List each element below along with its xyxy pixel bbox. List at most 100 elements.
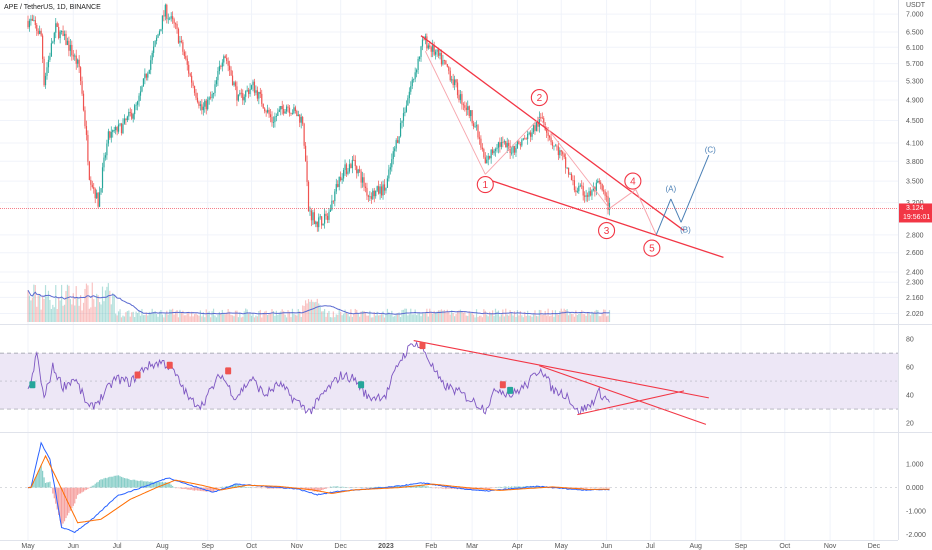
volume-bar [150, 312, 152, 322]
volume-bar [207, 312, 209, 322]
macd-histogram-bar [445, 487, 447, 490]
candle-body [455, 79, 457, 83]
macd-histogram-bar [71, 487, 73, 509]
macd-histogram-bar [363, 487, 365, 489]
macd-histogram-bar [183, 487, 185, 489]
volume-bar [223, 313, 225, 322]
volume-bar [521, 315, 523, 322]
candle-body [297, 114, 299, 117]
candle-body [506, 142, 508, 148]
volume-bar [312, 301, 314, 322]
macd-histogram-bar [142, 481, 145, 488]
macd-histogram-bar [585, 487, 587, 489]
candle-body [493, 150, 495, 154]
candle-body [322, 223, 324, 226]
volume-bar [592, 312, 595, 322]
macd-histogram-bar [107, 477, 109, 488]
candle-body [592, 187, 595, 191]
wave-label: 2 [537, 93, 543, 104]
rsi-bearish-marker [134, 371, 141, 379]
macd-histogram-bar [106, 478, 108, 488]
candle-body [414, 72, 416, 79]
macd-histogram-bar [271, 487, 273, 489]
candle-body [231, 75, 234, 86]
candle-body [451, 79, 453, 81]
candle-body [341, 178, 343, 181]
x-tick-label: May [555, 543, 569, 550]
candle-body [351, 159, 353, 169]
volume-bar [123, 316, 126, 322]
candle-body [519, 144, 521, 146]
wave-path-segment [484, 117, 540, 175]
candle-body [151, 52, 153, 61]
x-tick-label: Nov [291, 543, 304, 550]
candle-body [364, 186, 367, 188]
volume-bar [316, 298, 318, 322]
macd-histogram-bar [329, 486, 332, 488]
volume-bar [461, 311, 463, 322]
candle-body [112, 130, 114, 133]
macd-signal-line [28, 454, 610, 524]
candle-body [134, 105, 136, 115]
volume-bar [31, 297, 33, 322]
macd-histogram-bar [46, 482, 48, 488]
macd-histogram-bar [224, 486, 226, 488]
macd-histogram-bar [484, 487, 486, 490]
price-tick-label: 4.500 [906, 118, 924, 125]
macd-histogram-bar [382, 486, 384, 488]
macd-histogram-bar [607, 487, 609, 489]
macd-histogram-bar [319, 487, 321, 491]
candle-body [367, 195, 370, 197]
macd-histogram-bar [243, 486, 245, 488]
macd-histogram-bar [275, 487, 277, 489]
candle-body [548, 135, 551, 138]
macd-histogram-bar [448, 487, 450, 489]
price-unit-label: USDT [906, 2, 926, 9]
price-tick-label: 2.800 [906, 232, 924, 239]
candle-body [357, 169, 359, 174]
candle-body [212, 92, 215, 95]
volume-bar [556, 313, 558, 322]
candle-body [240, 92, 242, 94]
candle-body [534, 125, 536, 131]
macd-histogram-bar [437, 487, 440, 489]
volume-bar [101, 286, 104, 322]
macd-histogram-bar [182, 487, 184, 490]
macd-histogram-bar [59, 487, 61, 521]
candle-body [246, 89, 248, 92]
rsi-panel [0, 340, 898, 425]
candle-body [72, 55, 74, 57]
volume-bar [52, 304, 54, 322]
macd-histogram-bar [369, 486, 371, 488]
volume-bar [418, 313, 421, 322]
volume-bar [310, 299, 313, 322]
candle-body [90, 179, 92, 185]
candle-body [464, 105, 466, 108]
candle-body [97, 192, 99, 207]
bar-countdown: 19:56:01 [903, 214, 930, 221]
volume-bar [93, 299, 95, 322]
x-tick-label: Dec [334, 543, 347, 550]
volume-bar [97, 295, 99, 322]
volume-bar [591, 311, 593, 322]
candle-body [142, 78, 145, 87]
candle-body [499, 142, 501, 147]
candle-body [345, 164, 348, 174]
candle-body [91, 184, 93, 188]
macd-histogram-bar [75, 487, 77, 499]
macd-histogram-bar [332, 486, 334, 488]
candle-body [42, 35, 44, 59]
candle-body [557, 146, 559, 156]
volume-bar [538, 309, 540, 322]
candle-body [202, 106, 204, 111]
macd-histogram-bar [594, 487, 596, 488]
macd-histogram-bar [158, 482, 161, 488]
macd-histogram-bar [416, 485, 418, 488]
volume-bar [252, 312, 254, 322]
candle-body [132, 114, 134, 119]
candle-body [522, 138, 524, 140]
candle-body [445, 60, 447, 65]
volume-bar [404, 308, 406, 322]
candle-body [34, 20, 36, 25]
